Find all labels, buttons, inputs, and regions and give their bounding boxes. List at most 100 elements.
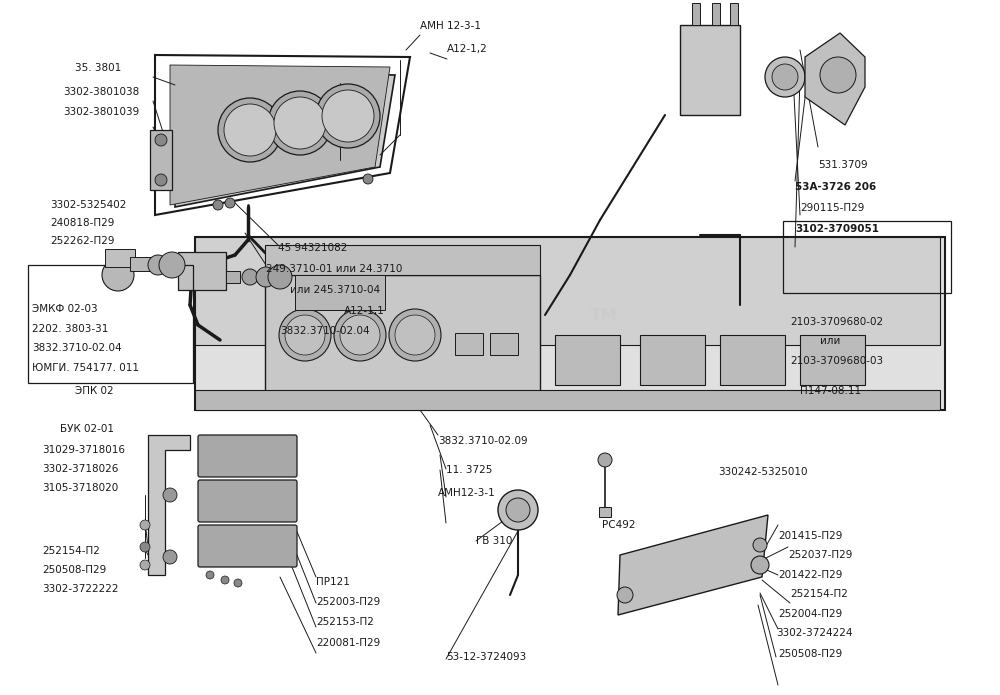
Text: 3832.3710-02.04: 3832.3710-02.04 <box>32 343 122 353</box>
Polygon shape <box>805 33 865 125</box>
Text: 3302-3718026: 3302-3718026 <box>42 464 118 474</box>
Text: 250508-П29: 250508-П29 <box>42 565 106 575</box>
Text: 53-12-3724093: 53-12-3724093 <box>446 652 526 662</box>
Text: 250508-П29: 250508-П29 <box>778 649 842 659</box>
Circle shape <box>279 309 331 361</box>
Text: ПР121: ПР121 <box>316 577 350 587</box>
Text: 35. 3801: 35. 3801 <box>75 63 121 73</box>
Text: ЭПК 02: ЭПК 02 <box>75 386 114 396</box>
Bar <box>490 333 518 355</box>
Text: А12-1,1: А12-1,1 <box>344 306 385 316</box>
Text: А12-1,2: А12-1,2 <box>447 44 488 54</box>
Polygon shape <box>265 275 540 400</box>
Bar <box>712 3 720 25</box>
Circle shape <box>389 309 441 361</box>
Circle shape <box>102 259 134 291</box>
Polygon shape <box>148 435 190 575</box>
Circle shape <box>163 550 177 564</box>
Bar <box>226 271 240 283</box>
Text: 252003-П29: 252003-П29 <box>316 598 380 607</box>
Text: 252004-П29: 252004-П29 <box>778 609 842 619</box>
Text: 290115-П29: 290115-П29 <box>800 203 864 213</box>
Text: 220081-П29: 220081-П29 <box>316 638 380 648</box>
Polygon shape <box>618 515 768 615</box>
Circle shape <box>213 200 223 210</box>
Circle shape <box>285 315 325 355</box>
Text: П147-08.11: П147-08.11 <box>800 386 861 396</box>
Text: ЭМКФ 02-03: ЭМКФ 02-03 <box>32 304 98 314</box>
Circle shape <box>224 104 276 156</box>
Text: 201422-П29: 201422-П29 <box>778 570 842 580</box>
Text: 2103-3709680-03: 2103-3709680-03 <box>790 356 883 366</box>
Bar <box>295 275 385 310</box>
Text: 3832.3710-02.04: 3832.3710-02.04 <box>280 327 370 336</box>
Text: 3302-3801038: 3302-3801038 <box>63 88 139 97</box>
Circle shape <box>617 587 633 603</box>
Circle shape <box>155 174 167 186</box>
Text: 252037-П29: 252037-П29 <box>788 550 852 560</box>
Text: 240818-П29: 240818-П29 <box>50 218 114 228</box>
Circle shape <box>506 498 530 522</box>
Text: 252262-П29: 252262-П29 <box>50 236 114 246</box>
Polygon shape <box>195 237 945 410</box>
Bar <box>265 245 540 275</box>
Bar <box>599 507 611 517</box>
Circle shape <box>140 542 150 552</box>
Bar <box>28 265 193 383</box>
Text: 31029-3718016: 31029-3718016 <box>42 445 125 455</box>
Circle shape <box>268 91 332 155</box>
Bar <box>105 249 135 267</box>
Bar <box>800 335 865 385</box>
Circle shape <box>206 571 214 579</box>
FancyBboxPatch shape <box>198 480 297 522</box>
Circle shape <box>242 269 258 285</box>
Bar <box>730 3 738 25</box>
Bar <box>130 257 152 271</box>
Circle shape <box>140 560 150 570</box>
Circle shape <box>334 309 386 361</box>
Text: 3302-3724224: 3302-3724224 <box>776 628 852 638</box>
Text: РС492: РС492 <box>602 520 636 530</box>
Bar <box>692 3 700 25</box>
Circle shape <box>225 198 235 208</box>
Text: 53А-3726 206: 53А-3726 206 <box>795 182 876 192</box>
Polygon shape <box>195 390 940 410</box>
Circle shape <box>753 538 767 552</box>
Circle shape <box>234 579 242 587</box>
Polygon shape <box>195 237 940 345</box>
Text: АМН12-3-1: АМН12-3-1 <box>438 488 496 498</box>
Text: 252153-П2: 252153-П2 <box>316 617 374 627</box>
Text: 252154-П2: 252154-П2 <box>790 589 848 599</box>
Circle shape <box>256 267 276 287</box>
Circle shape <box>395 315 435 355</box>
FancyBboxPatch shape <box>198 525 297 567</box>
Bar <box>720 335 785 385</box>
Text: 2103-3709680-02: 2103-3709680-02 <box>790 317 883 327</box>
Text: 45 94321082: 45 94321082 <box>278 243 347 253</box>
Text: 330242-5325010: 330242-5325010 <box>718 467 808 477</box>
Circle shape <box>363 174 373 184</box>
Circle shape <box>820 57 856 93</box>
Text: 252154-П2: 252154-П2 <box>42 546 100 556</box>
Circle shape <box>498 490 538 530</box>
Bar <box>640 335 705 385</box>
Text: 3105-3718020: 3105-3718020 <box>42 484 118 493</box>
Circle shape <box>765 57 805 97</box>
Text: 11. 3725: 11. 3725 <box>446 466 492 475</box>
Circle shape <box>274 97 326 149</box>
Text: 2202. 3803-31: 2202. 3803-31 <box>32 324 108 334</box>
Circle shape <box>148 255 168 275</box>
Bar <box>783 221 951 293</box>
Text: ТМ: ТМ <box>590 307 618 325</box>
Polygon shape <box>175 70 395 207</box>
Circle shape <box>316 84 380 148</box>
Polygon shape <box>170 65 390 205</box>
Circle shape <box>163 488 177 502</box>
Circle shape <box>322 90 374 142</box>
Text: 3832.3710-02.09: 3832.3710-02.09 <box>438 436 528 446</box>
Circle shape <box>772 64 798 90</box>
Circle shape <box>159 252 185 278</box>
Circle shape <box>268 265 292 289</box>
Circle shape <box>155 134 167 146</box>
Text: 3302-5325402: 3302-5325402 <box>50 200 126 210</box>
